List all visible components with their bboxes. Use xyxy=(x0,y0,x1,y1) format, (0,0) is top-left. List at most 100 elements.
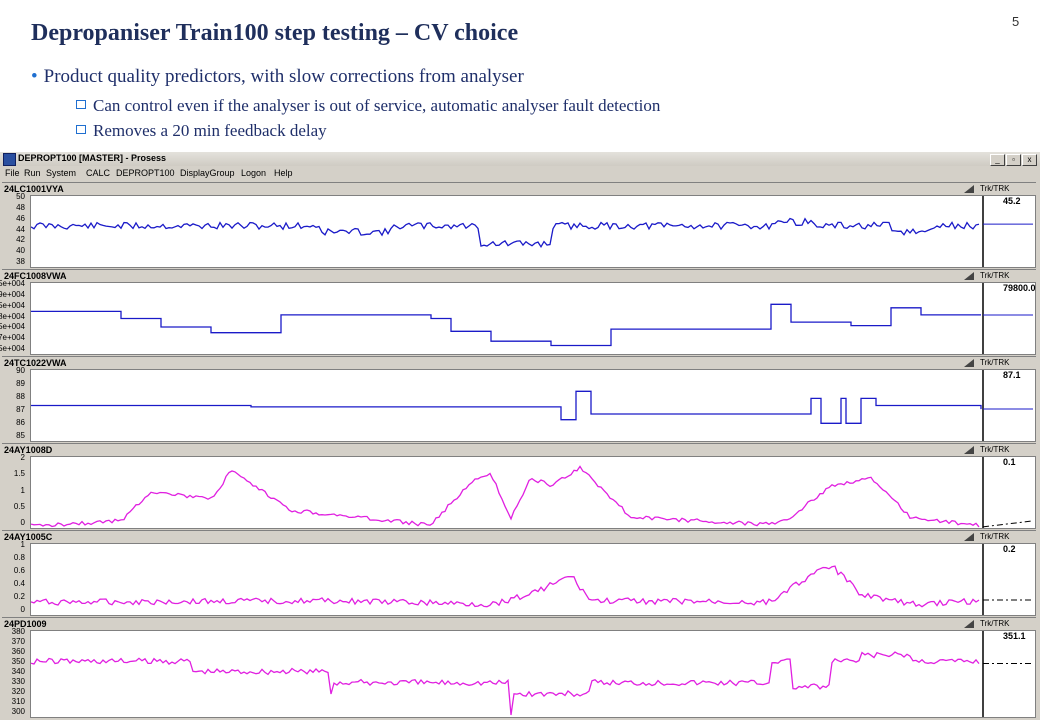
trend-panel[interactable]: 24AY1008D Trk/TRK 2 1.5 1 0.5 0 0.1 xyxy=(2,443,1036,530)
trk-label[interactable]: Trk/TRK xyxy=(980,532,1010,541)
app-window: DEPROPT100 [MASTER] - Prosess _ ▫ x File… xyxy=(0,152,1040,720)
maximize-button[interactable]: ▫ xyxy=(1006,154,1021,166)
trend-plot-area[interactable]: 380 370 360 350 340 330 320 310 300 351.1 xyxy=(12,627,1036,718)
trk-label[interactable]: Trk/TRK xyxy=(980,358,1010,367)
trend-plot-area[interactable]: 2 1.5 1 0.5 0 0.1 xyxy=(14,453,1036,529)
y-tick-label: 0.6 xyxy=(13,566,25,575)
y-tick-label: 9e+004 xyxy=(0,289,25,299)
trend-plot-area[interactable]: 50 48 46 44 42 40 38 45.2 xyxy=(16,192,1036,268)
y-tick-label: 48 xyxy=(16,202,25,212)
y-tick-label: 7.5e+004 xyxy=(0,322,25,332)
minimize-button[interactable]: _ xyxy=(990,154,1005,166)
y-tick-label: 40 xyxy=(16,246,25,256)
menu-help[interactable]: Help xyxy=(274,168,293,178)
y-tick-label: 46 xyxy=(16,213,25,223)
trend-plot-area[interactable]: 90 89 88 87 86 85 87.1 xyxy=(16,366,1036,442)
y-tick-label: 300 xyxy=(11,707,25,716)
bullet-dot-icon: • xyxy=(31,66,38,87)
trk-label[interactable]: Trk/TRK xyxy=(980,445,1010,454)
y-tick-label: 2 xyxy=(20,453,25,462)
close-button[interactable]: x xyxy=(1022,154,1037,166)
trend-plot-area[interactable]: 1 0.8 0.6 0.4 0.2 0 0.2 xyxy=(14,540,1036,616)
menu-displaygroup[interactable]: DisplayGroup xyxy=(180,168,235,178)
sub-bullet-text: Can control even if the analyser is out … xyxy=(93,96,661,115)
slide-title: Depropaniser Train100 step testing – CV … xyxy=(31,20,519,46)
y-tick-label: 38 xyxy=(16,257,25,266)
trend-track-icon[interactable] xyxy=(964,272,974,280)
menu-logon[interactable]: Logon xyxy=(241,168,267,178)
y-tick-label: 44 xyxy=(16,224,25,234)
tag-name: 24AY1008D xyxy=(4,445,53,455)
trend-track-icon[interactable] xyxy=(964,620,974,628)
y-tick-label: 85 xyxy=(16,431,25,440)
trace-line xyxy=(31,565,980,608)
y-tick-label: 360 xyxy=(11,647,25,656)
app-icon xyxy=(3,153,16,166)
trend-trace xyxy=(31,544,1033,615)
y-tick-label: 9.5e+004 xyxy=(0,279,25,288)
current-value: 79800.0 xyxy=(1003,283,1036,293)
trend-panel[interactable]: 24FC1008VWATrk/TRK9.5e+0049e+0048.5e+004… xyxy=(0,269,1036,356)
tag-name: 24FC1008VWA xyxy=(4,271,67,281)
trace-line xyxy=(31,465,980,528)
y-tick-label: 6.5e+004 xyxy=(0,344,25,353)
square-bullet-icon xyxy=(76,125,86,134)
sub-bullet: Removes a 20 min feedback delay xyxy=(76,121,327,141)
current-value: 0.1 xyxy=(1003,457,1016,467)
y-tick-label: 1.5 xyxy=(13,469,25,479)
y-tick-label: 380 xyxy=(11,627,25,636)
y-tick-label: 0.5 xyxy=(13,501,25,511)
y-tick-label: 310 xyxy=(11,697,25,706)
tag-name: 24LC1001VYA xyxy=(4,184,64,194)
window-title: DEPROPT100 [MASTER] - Prosess xyxy=(18,153,167,163)
y-tick-label: 1 xyxy=(20,485,25,495)
current-value: 0.2 xyxy=(1003,544,1016,554)
y-tick-label: 0 xyxy=(20,605,25,614)
trace-line xyxy=(31,217,980,249)
menu-calc[interactable]: CALC xyxy=(86,168,111,178)
sub-bullet: Can control even if the analyser is out … xyxy=(76,96,660,116)
bullet-text: Product quality predictors, with slow co… xyxy=(43,66,524,87)
trend-track-icon[interactable] xyxy=(964,359,974,367)
tag-name: 24PD1009 xyxy=(4,619,47,629)
trend-panel[interactable]: 24LC1001VYA Trk/TRK 50 48 46 44 42 40 38 45.2 xyxy=(2,182,1036,269)
y-tick-label: 330 xyxy=(11,677,25,686)
y-tick-label: 8.5e+004 xyxy=(0,300,25,310)
trend-track-icon[interactable] xyxy=(964,533,974,541)
trend-trace xyxy=(31,283,1033,354)
trk-label[interactable]: Trk/TRK xyxy=(980,271,1010,280)
menu-file[interactable]: File xyxy=(5,168,20,178)
y-tick-label: 340 xyxy=(11,667,25,676)
trk-label[interactable]: Trk/TRK xyxy=(980,184,1010,193)
y-tick-label: 7e+004 xyxy=(0,333,25,343)
y-tick-label: 87 xyxy=(16,405,25,414)
y-tick-label: 8e+004 xyxy=(0,311,25,321)
trace-line xyxy=(31,303,981,347)
y-tick-label: 1 xyxy=(20,540,25,549)
y-tick-label: 50 xyxy=(16,192,25,201)
square-bullet-icon xyxy=(76,100,86,109)
trend-plot-area[interactable]: 9.5e+0049e+0048.5e+0048e+0047.5e+0047e+0… xyxy=(0,279,1036,355)
current-value: 351.1 xyxy=(1003,631,1026,641)
menu-system[interactable]: System xyxy=(46,168,77,178)
trend-panel[interactable]: 24TC1022VWA Trk/TRK 90 89 88 87 86 85 87.1 xyxy=(2,356,1036,443)
trend-trace xyxy=(31,370,1033,441)
bullet-point: • Product quality predictors, with slow c… xyxy=(31,66,524,88)
trend-panel[interactable]: 24PD1009 Trk/TRK 380 370 360 350 340 330 320 310 3… xyxy=(2,617,1036,719)
trend-panel[interactable]: 24AY1005C Trk/TRK 1 0.8 0.6 0.4 0.2 0 0.2 xyxy=(2,530,1036,617)
menu-run[interactable]: Run xyxy=(24,168,41,178)
window-titlebar[interactable]: DEPROPT100 [MASTER] - Prosess _ ▫ x xyxy=(0,152,1040,166)
trend-track-icon[interactable] xyxy=(964,446,974,454)
y-tick-label: 88 xyxy=(16,392,25,401)
menu-depropt100[interactable]: DEPROPT100 xyxy=(116,168,175,178)
tag-name: 24AY1005C xyxy=(4,532,53,542)
trk-label[interactable]: Trk/TRK xyxy=(980,619,1010,628)
y-tick-label: 350 xyxy=(11,657,25,666)
trace-line xyxy=(31,390,982,424)
trace-line xyxy=(31,651,980,716)
prediction-line xyxy=(982,520,1034,528)
y-tick-label: 42 xyxy=(16,235,25,245)
sub-bullet-text: Removes a 20 min feedback delay xyxy=(93,121,327,140)
trend-track-icon[interactable] xyxy=(964,185,974,193)
y-tick-label: 370 xyxy=(11,637,25,646)
